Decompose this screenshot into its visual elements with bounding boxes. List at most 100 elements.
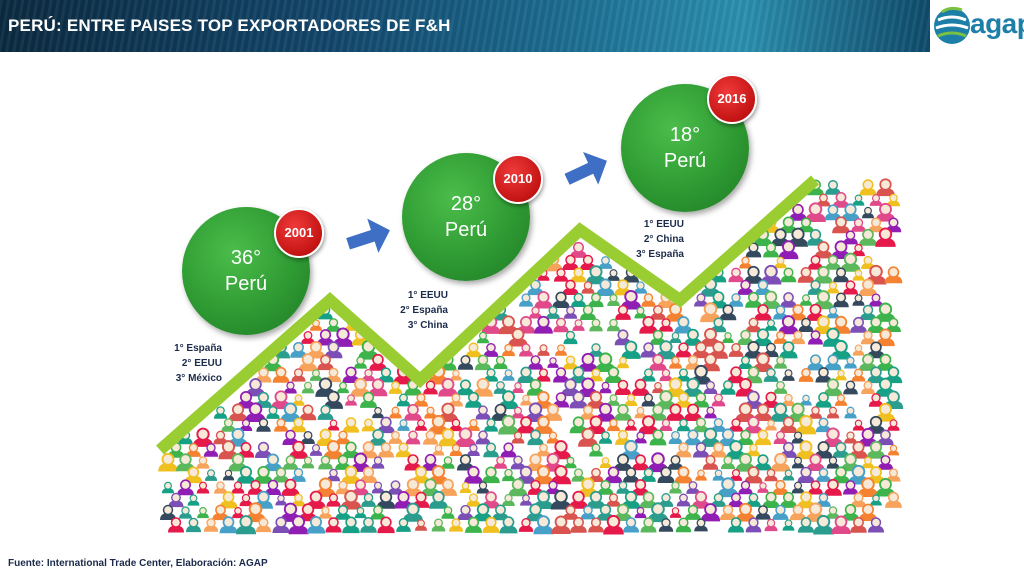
person-figure [493, 456, 508, 469]
arrow-right-icon [564, 151, 607, 185]
person-figure [789, 504, 807, 521]
person-figure [266, 406, 280, 419]
person-figure [684, 429, 702, 446]
person-figure [361, 492, 376, 507]
person-figure [498, 414, 519, 435]
person-figure [291, 493, 306, 507]
person-figure [720, 455, 736, 470]
person-figure [754, 429, 772, 446]
person-figure [607, 294, 620, 306]
person-figure [508, 478, 528, 497]
person-figure [844, 356, 857, 369]
person-figure [851, 218, 866, 232]
person-figure [720, 380, 736, 395]
person-figure [332, 327, 354, 347]
person-figure [797, 266, 815, 283]
person-figure [570, 267, 587, 283]
person-figure [546, 431, 560, 444]
person-figure [867, 316, 885, 334]
person-figure [616, 481, 630, 494]
person-figure [675, 342, 692, 358]
person-figure [607, 394, 620, 406]
person-figure [634, 431, 647, 444]
person-figure [563, 306, 578, 319]
person-figure [465, 516, 482, 533]
trend-line [156, 175, 819, 455]
person-figure [669, 332, 682, 344]
person-figure [782, 369, 795, 381]
person-figure [852, 269, 865, 281]
person-figure [850, 492, 867, 508]
person-figure [737, 329, 754, 346]
person-figure [676, 418, 691, 432]
person-figure [887, 419, 900, 431]
person-figure [388, 381, 403, 394]
person-figure [272, 467, 290, 483]
person-figure [599, 381, 612, 394]
person-figure [179, 506, 192, 519]
person-figure [632, 454, 649, 471]
person-figure [850, 316, 867, 333]
person-figure [728, 418, 744, 432]
person-figure [640, 342, 657, 358]
person-figure [529, 306, 542, 319]
person-figure [779, 341, 798, 359]
person-figure [466, 493, 481, 507]
person-figure [607, 418, 620, 432]
person-figure [372, 406, 384, 419]
top-exporters-list-2001: 1° España 2° EEUU 3° México [160, 341, 222, 386]
person-figure [739, 256, 752, 269]
person-figure [441, 506, 455, 519]
person-figure [614, 379, 632, 396]
person-figure [859, 179, 877, 196]
person-figure [449, 518, 463, 532]
person-figure [571, 292, 586, 308]
person-figure [431, 518, 446, 532]
person-figure [824, 478, 842, 496]
person-figure [467, 444, 480, 457]
source-note: Fuente: International Trade Center, Elab… [8, 558, 268, 569]
person-figure [265, 479, 281, 495]
person-figure [547, 357, 559, 368]
person-figure [808, 406, 823, 419]
person-figure [177, 479, 194, 496]
person-figure [700, 302, 721, 323]
person-figure [378, 442, 394, 458]
list-item: 1° EEUU [407, 290, 448, 301]
person-figure [432, 444, 445, 456]
person-figure [309, 444, 323, 456]
person-figure [395, 442, 412, 458]
person-figure [474, 354, 492, 371]
person-figure [876, 178, 895, 197]
person-figure [498, 390, 519, 410]
person-figure [465, 391, 482, 408]
person-figure [288, 515, 309, 535]
person-figure [359, 441, 378, 459]
person-figure [476, 481, 490, 494]
person-figure [826, 281, 840, 294]
person-figure [536, 368, 551, 382]
person-figure [256, 418, 271, 432]
person-figure [657, 466, 675, 483]
person-figure [826, 406, 840, 419]
person-figure [886, 193, 901, 207]
person-figure [255, 517, 272, 533]
person-figure [852, 344, 865, 356]
person-figure [866, 440, 886, 459]
person-figure [369, 353, 387, 371]
list-item: 1° España [174, 343, 222, 354]
person-figure [550, 489, 572, 510]
person-figure [746, 443, 761, 457]
rank-value: 18° [669, 124, 701, 146]
page-title: PERÚ: ENTRE PAISES TOP EXPORTADORES DE F… [8, 16, 451, 35]
person-figure [693, 442, 709, 458]
person-figure [533, 515, 554, 535]
person-figure [326, 318, 341, 332]
person-figure [527, 355, 544, 370]
person-figure [620, 289, 642, 310]
person-figure [780, 292, 797, 308]
person-figure [857, 477, 879, 498]
person-figure [555, 344, 567, 356]
person-figure [779, 416, 798, 434]
person-figure [684, 328, 702, 346]
